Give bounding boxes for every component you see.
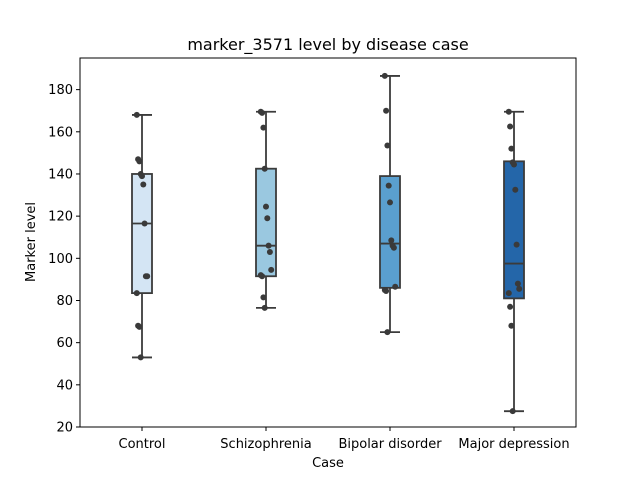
box-group [131, 111, 153, 361]
data-point [260, 124, 267, 131]
data-point [508, 322, 515, 329]
data-point [516, 285, 523, 292]
x-tick-label: Control [119, 437, 166, 452]
data-point [512, 186, 519, 193]
box-body [503, 160, 525, 300]
data-point [264, 215, 271, 222]
data-point [384, 329, 391, 336]
data-point [259, 273, 266, 280]
data-point [139, 173, 145, 180]
y-axis: 20 40 60 80 100 120 140 160 180 [48, 83, 80, 436]
data-point [136, 323, 143, 330]
data-point [136, 158, 143, 165]
data-point [140, 181, 147, 188]
x-tick-label: Major depression [458, 437, 569, 452]
data-point [511, 161, 517, 168]
y-tick-label: 160 [48, 125, 73, 140]
data-point [508, 145, 515, 152]
data-point [507, 303, 514, 310]
x-axis: Control Schizophrenia Bipolar disorder Majo… [119, 427, 570, 452]
data-point [133, 290, 140, 297]
data-point [505, 108, 512, 115]
data-point [507, 123, 514, 130]
y-tick-label: 60 [56, 336, 73, 351]
y-tick-label: 140 [48, 167, 73, 182]
data-point [383, 287, 390, 294]
x-axis-label: Case [312, 456, 344, 471]
data-point [509, 408, 516, 415]
data-point [392, 283, 399, 290]
data-point [263, 203, 269, 210]
data-point [388, 237, 395, 244]
data-point [381, 72, 388, 79]
data-point [387, 199, 393, 206]
x-tick-label: Bipolar disorder [338, 437, 442, 452]
data-point [259, 109, 266, 116]
y-tick-label: 120 [48, 210, 73, 225]
data-point [261, 165, 268, 172]
data-point [514, 280, 521, 287]
y-tick-label: 180 [48, 83, 73, 98]
y-tick-label: 20 [56, 421, 73, 436]
box-group [255, 108, 277, 311]
data-point [137, 354, 144, 361]
box-body [379, 175, 401, 289]
data-point [261, 304, 268, 311]
box-group [503, 108, 525, 415]
data-point [513, 241, 520, 248]
box-body [255, 167, 277, 278]
chart-title: marker_3571 level by disease case [187, 35, 468, 55]
box-group [379, 72, 401, 336]
y-axis-label: Marker level [24, 202, 39, 282]
x-tick-label: Schizophrenia [220, 437, 311, 452]
y-tick-label: 40 [56, 378, 73, 393]
data-point [144, 273, 151, 280]
data-point [265, 242, 272, 249]
data-point [141, 220, 148, 227]
y-tick-label: 80 [56, 294, 73, 309]
box-plots [131, 72, 525, 415]
data-point [385, 182, 392, 189]
data-point [268, 266, 275, 273]
data-point [383, 107, 390, 114]
data-point [505, 290, 512, 297]
data-point [390, 244, 397, 251]
data-point [384, 142, 391, 149]
data-point [266, 248, 273, 255]
plot-area-frame [79, 57, 577, 428]
data-point [260, 294, 267, 301]
data-point [133, 111, 140, 118]
y-tick-label: 100 [48, 252, 73, 267]
